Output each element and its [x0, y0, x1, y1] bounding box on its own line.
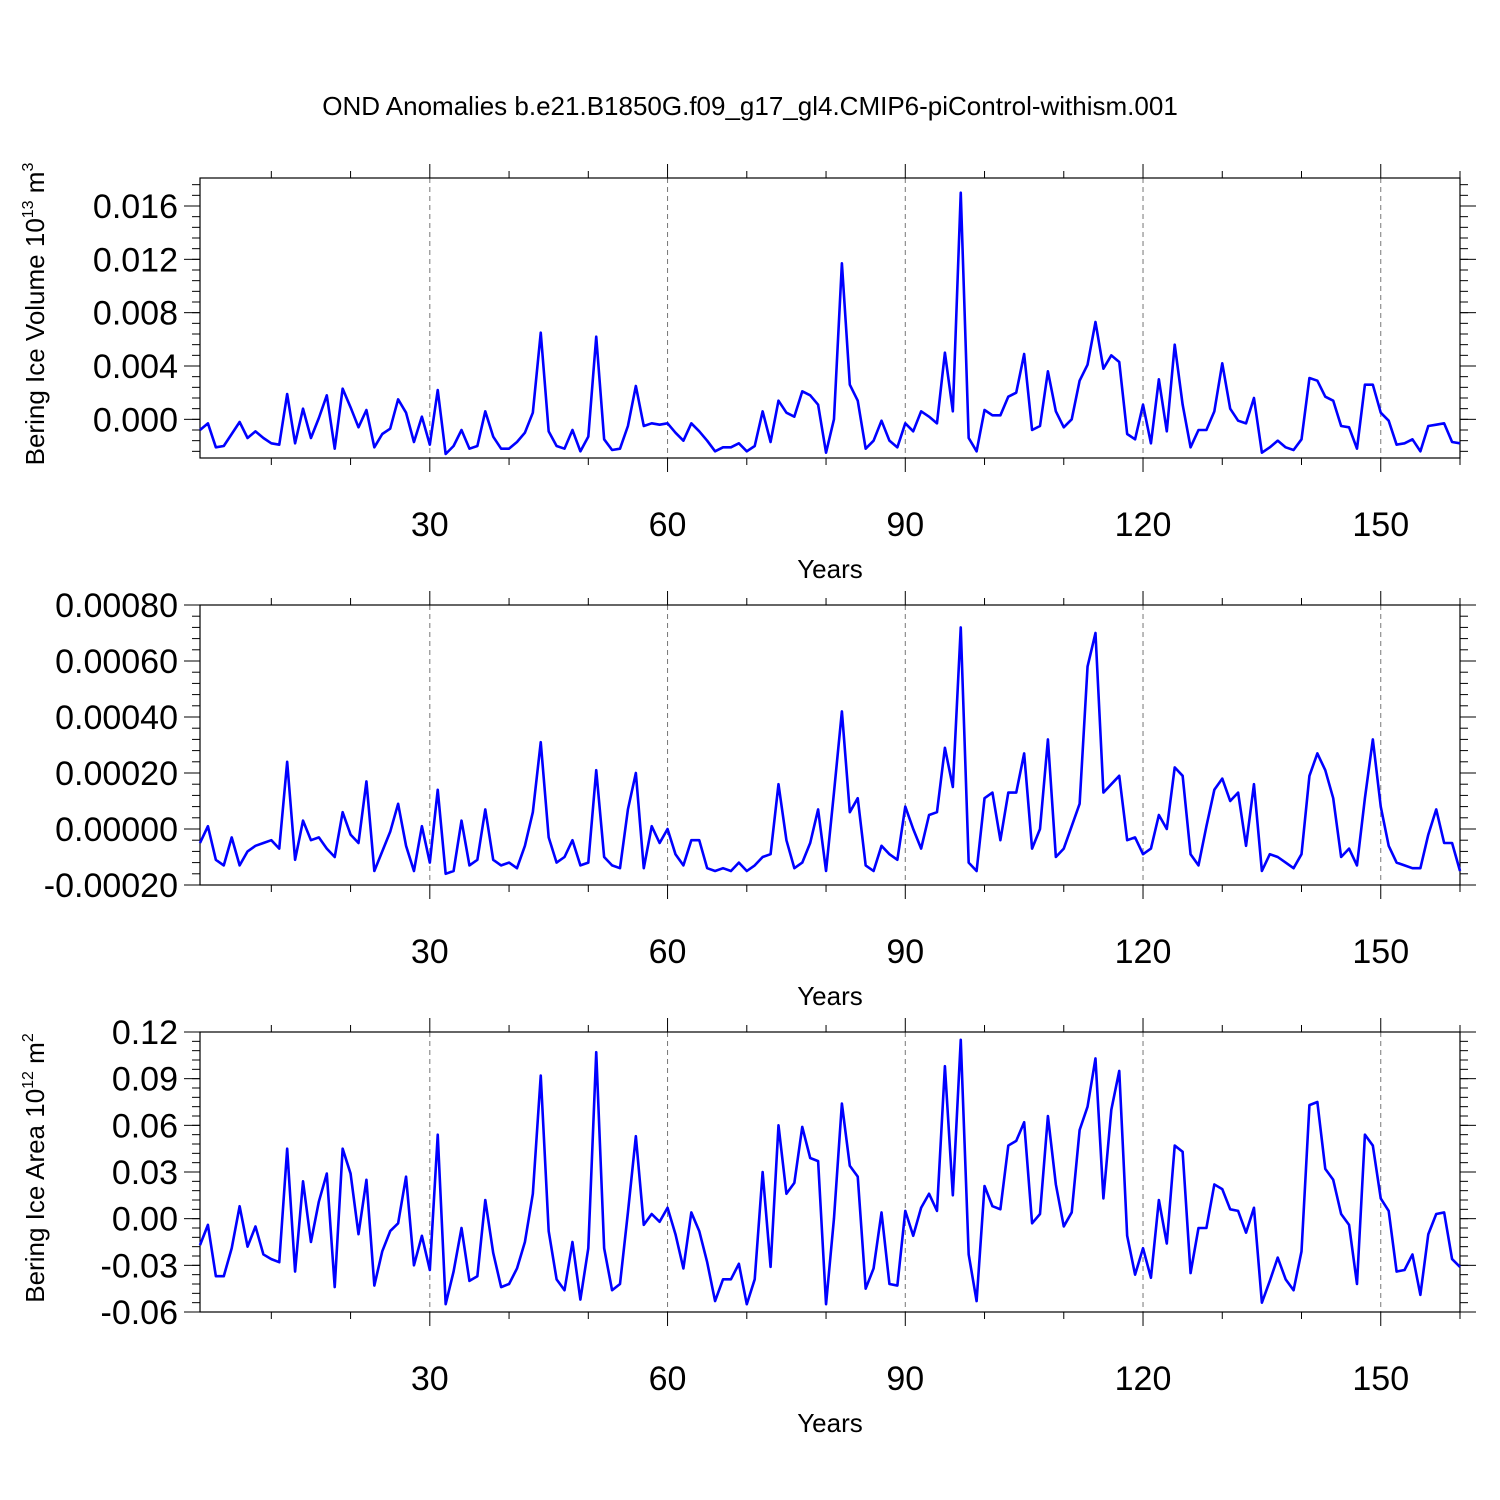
- y-tick-label: 0.012: [93, 241, 178, 279]
- series-line: [198, 1038, 1461, 1306]
- x-tick-label: 30: [411, 933, 449, 971]
- x-tick-label: 60: [649, 933, 687, 971]
- y-tick-label: -0.00020: [44, 867, 178, 905]
- y-axis-label-exponent: 13: [20, 200, 37, 218]
- y-tick-label: -0.06: [101, 1294, 179, 1332]
- panel-2: 30 60 90 120 150 Years -0.00020 0.00000 0.00020 0…: [44, 587, 1476, 1011]
- y-tick-label: 0.03: [112, 1154, 178, 1192]
- y-tick-label: 0.09: [112, 1061, 178, 1099]
- series-line: [199, 191, 1461, 456]
- y-tick-label: 0.12: [112, 1014, 178, 1052]
- y-tick-label: 0.008: [93, 295, 178, 333]
- y-axis-label-part: Bering Ice Volume 10: [20, 218, 50, 465]
- panel-1: 30 60 90 120 150 Years 0.000 0.004 0.008 0.012 0.0…: [20, 163, 1476, 584]
- x-tick-label: 150: [1352, 1360, 1409, 1398]
- y-tick-label: 0.00020: [55, 755, 178, 793]
- x-tick-label: 150: [1352, 933, 1409, 971]
- x-tick-label: 90: [886, 506, 924, 544]
- y-axis-label: Bering Ice Volume 1013 m3: [20, 163, 50, 466]
- plot-frame: [199, 177, 1461, 459]
- y-tick-label: 0.000: [93, 401, 178, 439]
- x-tick-label: 30: [411, 506, 449, 544]
- x-tick-label: 120: [1115, 506, 1172, 544]
- x-tick-label: 60: [649, 506, 687, 544]
- x-tick-label: 60: [649, 1360, 687, 1398]
- y-axis-label-part: Bering Ice Area 10: [20, 1089, 50, 1303]
- x-axis-label: Years: [797, 1408, 863, 1438]
- y-tick-label: 0.016: [93, 188, 178, 226]
- y-tick-label: 0.00060: [55, 643, 178, 681]
- panel-3: 30 60 90 120 150 Years -0.06 -0.03 0.00 0.03 0.06 0…: [20, 1014, 1476, 1438]
- y-tick-label: 0.004: [93, 348, 178, 386]
- y-tick-label: 0.00: [112, 1201, 178, 1239]
- plot-frame: [199, 604, 1461, 886]
- y-axis-label-part: m: [20, 172, 50, 201]
- x-tick-label: 90: [886, 1360, 924, 1398]
- x-tick-label: 30: [411, 1360, 449, 1398]
- y-tick-label: 0.00000: [55, 811, 178, 849]
- y-tick-label: 0.06: [112, 1107, 178, 1145]
- panels: 30 60 90 120 150 Years 0.000 0.004 0.008 0.012 0.0…: [20, 163, 1476, 1438]
- x-axis-label: Years: [797, 981, 863, 1011]
- chart-title: OND Anomalies b.e21.B1850G.f09_g17_gl4.C…: [322, 91, 1178, 121]
- x-axis-label: Years: [797, 554, 863, 584]
- y-axis-label-exponent: 12: [20, 1071, 37, 1089]
- y-axis-label-exponent: 2: [20, 1033, 37, 1042]
- x-tick-label: 90: [886, 933, 924, 971]
- y-tick-label: -0.03: [101, 1247, 179, 1285]
- y-tick-label: 0.00080: [55, 587, 178, 625]
- x-tick-label: 150: [1352, 506, 1409, 544]
- y-axis-label-part: m: [20, 1042, 50, 1071]
- y-axis-label-exponent: 3: [20, 163, 37, 172]
- x-tick-label: 120: [1115, 1360, 1172, 1398]
- series-line: [198, 626, 1462, 876]
- y-tick-label: 0.00040: [55, 699, 178, 737]
- y-axis-label: Bering Ice Area 1012 m2: [20, 1033, 50, 1303]
- x-tick-label: 120: [1115, 933, 1172, 971]
